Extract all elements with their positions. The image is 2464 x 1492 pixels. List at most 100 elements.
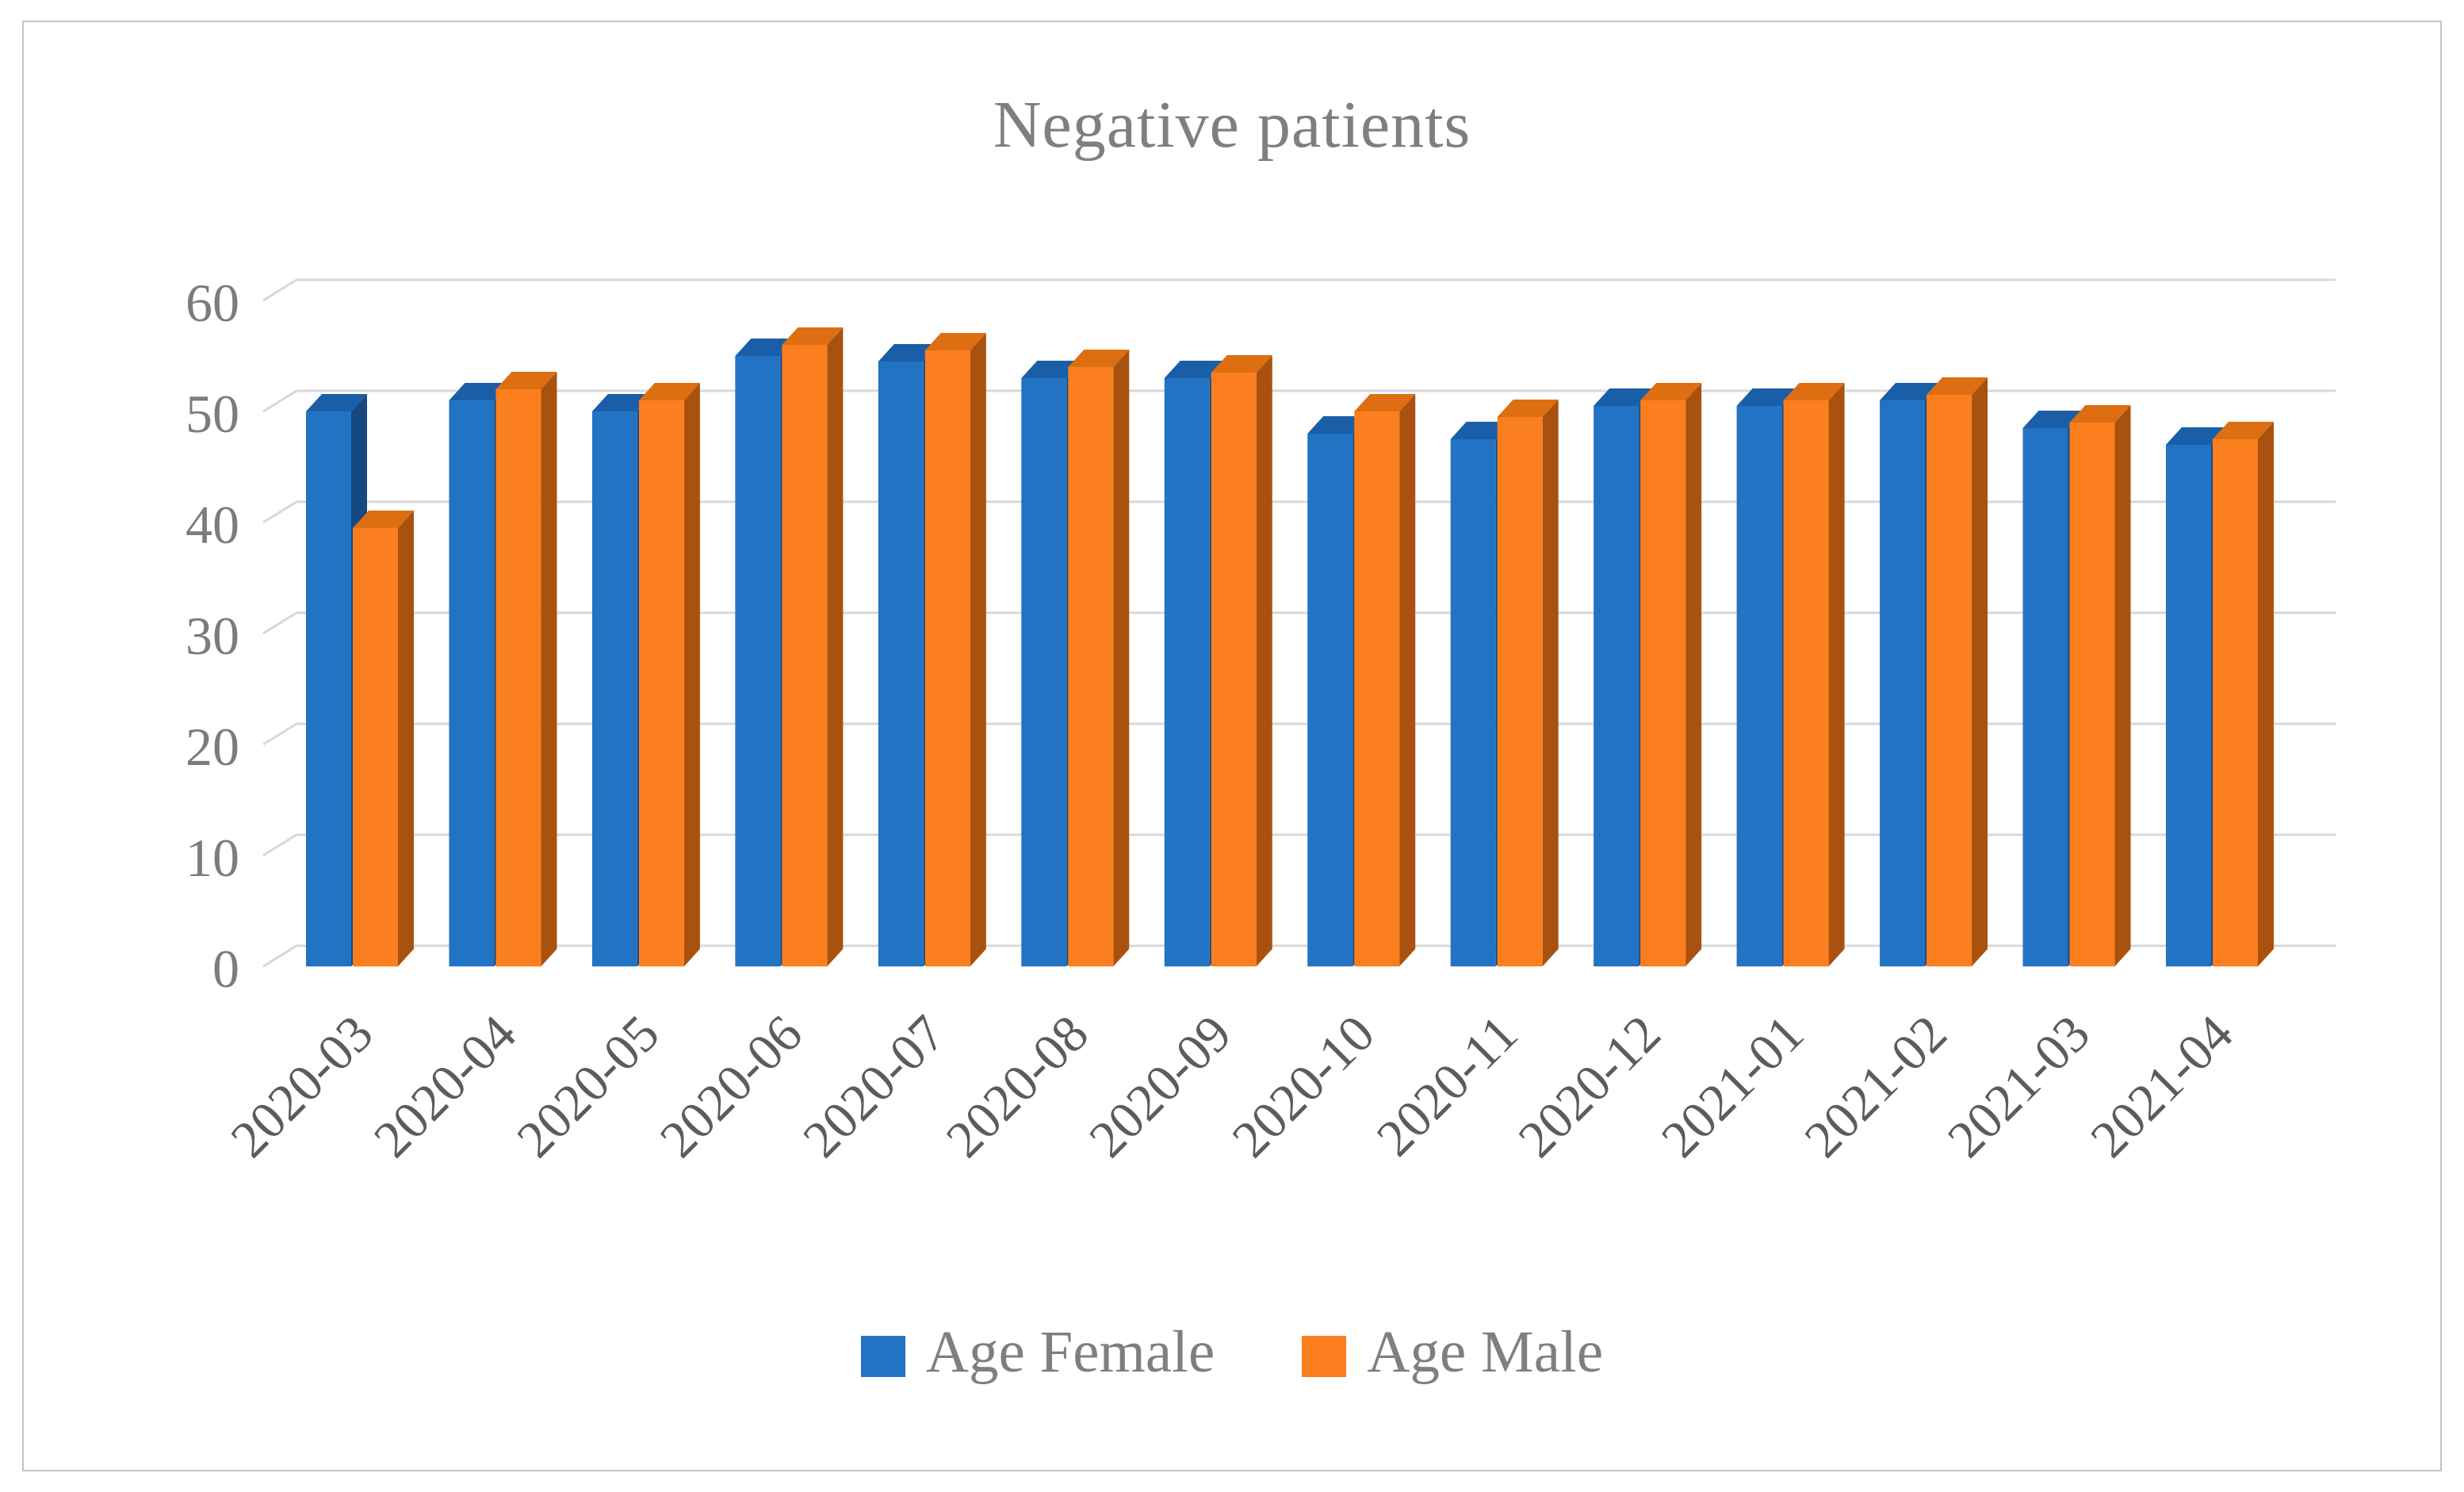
x-axis-tick-2020-09: 2020-09 xyxy=(1078,1004,1242,1169)
x-axis-tick-2021-04: 2021-04 xyxy=(2079,1004,2244,1169)
bar-age-female-2020-11 xyxy=(1450,439,1496,966)
x-axis-tick-2020-12: 2020-12 xyxy=(1508,1004,1672,1169)
x-axis-tick-2021-01: 2021-01 xyxy=(1651,1004,1815,1169)
bar-age-male-2020-11-top xyxy=(1497,400,1559,417)
bar-age-female-2020-08 xyxy=(1021,378,1067,966)
y-axis-tick-10: 10 xyxy=(186,828,239,888)
bar-age-male-2020-05-top xyxy=(638,383,700,400)
y-axis-tick-30: 30 xyxy=(186,606,239,666)
bar-age-female-2020-10-top xyxy=(1307,416,1369,434)
bar-age-female-2020-06 xyxy=(735,356,781,966)
gridline-jog-20 xyxy=(262,722,297,746)
gridline-jog-60 xyxy=(262,278,297,302)
legend-swatch-age-female-icon xyxy=(860,1335,905,1377)
figure-border xyxy=(22,21,2442,1471)
bar-age-male-2020-08 xyxy=(1068,367,1114,966)
bar-age-female-2020-05-top xyxy=(591,394,653,411)
bar-age-male-2020-12-side xyxy=(1685,383,1702,966)
bar-age-male-2020-11 xyxy=(1497,417,1543,966)
bar-age-male-2020-07 xyxy=(924,350,970,966)
bar-age-male-2020-03 xyxy=(353,528,398,966)
bar-age-female-2020-10 xyxy=(1307,434,1353,966)
bar-age-male-2020-09 xyxy=(1211,373,1257,966)
x-axis-tick-2020-11: 2020-11 xyxy=(1366,1004,1529,1167)
bar-age-male-2020-12-top xyxy=(1640,383,1702,400)
legend-item-age-female: Age Female xyxy=(860,1319,1215,1390)
legend-label-age-male: Age Male xyxy=(1367,1319,1604,1385)
legend: Age Female Age Male xyxy=(0,1322,2464,1390)
y-axis-tick-20: 20 xyxy=(186,717,239,777)
bar-age-male-2020-10-top xyxy=(1354,394,1416,411)
bar-age-female-2020-04 xyxy=(449,400,495,966)
bar-age-female-2020-08-top xyxy=(1021,361,1083,378)
bar-age-male-2020-04-side xyxy=(541,372,557,966)
bar-age-male-2020-06 xyxy=(782,345,828,966)
bar-age-male-2020-06-top xyxy=(782,327,844,345)
bar-age-male-2021-04-top xyxy=(2212,422,2274,439)
bar-age-female-2020-12 xyxy=(1594,406,1639,966)
x-axis-tick-2020-03: 2020-03 xyxy=(220,1004,384,1169)
bar-age-male-2021-04-side xyxy=(2257,422,2274,966)
bar-age-male-2021-03 xyxy=(2069,423,2115,966)
bar-age-male-2021-02-top xyxy=(1926,377,1988,395)
bar-age-male-2020-05 xyxy=(638,400,684,966)
bar-age-female-2020-11-top xyxy=(1450,422,1512,439)
bar-age-female-2021-03-top xyxy=(2022,411,2084,428)
gridline-jog-40 xyxy=(262,500,297,524)
bar-age-female-2020-04-top xyxy=(449,383,511,400)
bar-age-male-2020-05-side xyxy=(683,383,700,966)
bar-age-female-2021-04-top xyxy=(2165,427,2227,445)
bar-age-female-2021-03 xyxy=(2022,428,2068,966)
bar-age-male-2020-10-side xyxy=(1399,394,1416,966)
bar-age-male-2020-06-side xyxy=(827,327,844,966)
bar-age-male-2021-03-top xyxy=(2069,405,2131,423)
bar-age-male-2020-07-side xyxy=(970,333,986,966)
bar-age-female-2020-07 xyxy=(878,362,924,966)
bar-age-female-2021-01 xyxy=(1736,406,1782,966)
bar-age-female-2020-06-top xyxy=(735,339,797,356)
bar-age-female-2020-05 xyxy=(591,411,637,966)
bar-age-male-2020-04-top xyxy=(495,372,557,389)
x-axis-tick-2021-03: 2021-03 xyxy=(1937,1004,2101,1169)
bar-age-male-2020-11-side xyxy=(1542,400,1559,966)
x-axis-tick-2020-10: 2020-10 xyxy=(1222,1004,1386,1169)
bar-age-female-2020-07-top xyxy=(878,344,939,362)
bar-age-male-2020-04 xyxy=(495,389,541,966)
gridline-jog-50 xyxy=(262,389,297,413)
bar-age-female-2020-09-top xyxy=(1164,361,1226,378)
x-axis-tick-2021-02: 2021-02 xyxy=(1793,1004,1957,1169)
bar-age-male-2020-08-side xyxy=(1113,350,1130,966)
bar-age-male-2021-01 xyxy=(1783,400,1829,966)
legend-label-age-female: Age Female xyxy=(925,1319,1215,1385)
x-axis-tick-2020-08: 2020-08 xyxy=(935,1004,1100,1169)
x-axis-tick-2020-07: 2020-07 xyxy=(792,1004,956,1169)
bar-age-male-2020-03-top xyxy=(353,511,414,528)
bar-age-female-2020-03-top xyxy=(306,394,367,411)
bar-age-male-2020-09-side xyxy=(1256,355,1272,966)
bar-age-male-2021-02 xyxy=(1926,395,1972,966)
x-axis-tick-2020-06: 2020-06 xyxy=(649,1004,813,1169)
bar-age-female-2021-04 xyxy=(2165,445,2211,966)
bar-age-female-2020-03 xyxy=(306,411,351,966)
y-axis-tick-0: 0 xyxy=(212,939,239,999)
bar-age-male-2020-10 xyxy=(1354,411,1400,966)
y-axis-tick-60: 60 xyxy=(186,273,239,333)
gridline-jog-30 xyxy=(262,611,297,635)
y-axis-tick-50: 50 xyxy=(186,384,239,444)
gridline-jog-0 xyxy=(262,944,297,968)
bar-age-male-2021-01-side xyxy=(1828,383,1845,966)
bar-age-male-2021-04 xyxy=(2212,439,2258,966)
bar-age-male-2020-03-side xyxy=(398,511,414,966)
bar-age-female-2020-09 xyxy=(1164,378,1210,966)
bar-age-male-2021-01-top xyxy=(1783,383,1845,400)
bar-age-male-2020-07-top xyxy=(924,333,986,350)
bar-age-male-2021-02-side xyxy=(1972,377,1988,966)
bar-age-female-2021-01-top xyxy=(1736,388,1798,406)
bar-age-female-2020-12-top xyxy=(1594,388,1655,406)
bar-age-female-2021-02 xyxy=(1880,400,1926,966)
y-axis-tick-40: 40 xyxy=(186,495,239,555)
bar-age-male-2020-12 xyxy=(1640,400,1686,966)
gridline-jog-10 xyxy=(262,833,297,857)
chart-title: Negative patients xyxy=(993,88,1471,162)
